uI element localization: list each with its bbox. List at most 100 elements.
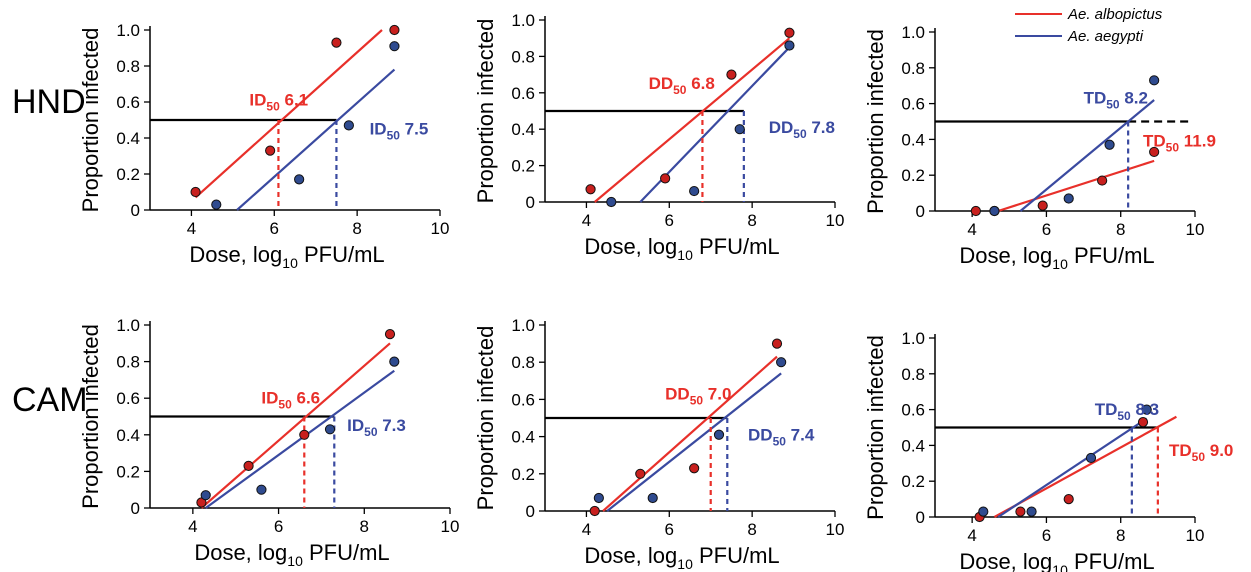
chart-panel-4: 0 0.2 0.4 0.6 0.8 1.0 4 6 8 10 Proportion infected… (78, 316, 459, 569)
y-tick-label: 1.0 (116, 316, 140, 335)
y-tick-label: 0.6 (116, 389, 140, 408)
dose-50-label: ID50 6.6 (261, 389, 320, 412)
x-axis-label: Dose, log10 PFU/mL (959, 243, 1154, 272)
point-aegypti (713, 429, 725, 440)
x-tick-label: 4 (187, 219, 196, 238)
point-aegypti (1026, 506, 1037, 517)
point-aegypti (1085, 452, 1097, 464)
point-aegypti (1063, 193, 1074, 204)
y-tick-label: 0.8 (901, 59, 925, 78)
y-tick-label: 0.4 (116, 129, 140, 148)
y-axis-label: Proportion infected (473, 19, 498, 204)
y-tick-label: 0.6 (116, 93, 140, 112)
point-aegypti (606, 196, 617, 208)
dose-50-label: TD50 8.2 (1084, 89, 1148, 112)
y-tick-label: 1.0 (511, 316, 535, 335)
x-axis-label: Dose, log10 PFU/mL (584, 543, 779, 572)
x-tick-label: 6 (270, 219, 279, 238)
point-albopictus (243, 460, 254, 472)
x-tick-label: 4 (188, 517, 197, 536)
point-albopictus (970, 205, 981, 217)
y-tick-label: 0 (526, 502, 535, 521)
point-albopictus (1037, 200, 1048, 211)
point-aegypti (1104, 139, 1115, 150)
x-tick-label: 6 (274, 517, 283, 536)
y-tick-label: 0.2 (511, 465, 535, 484)
x-tick-label: 8 (1116, 526, 1125, 545)
x-tick-label: 6 (665, 211, 674, 230)
y-tick-label: 0 (916, 508, 925, 527)
y-tick-label: 0.6 (901, 95, 925, 114)
dose-50-label: ID50 6.1 (249, 91, 308, 114)
chart-panel-1: 0 0.2 0.4 0.6 0.8 1.0 4 6 8 10 Proportion infected… (78, 21, 449, 271)
fit-line-aegypti (997, 417, 1148, 518)
point-albopictus (331, 37, 342, 48)
y-tick-label: 0.2 (511, 157, 535, 176)
x-tick-label: 6 (1042, 526, 1051, 545)
point-albopictus (389, 24, 400, 36)
y-tick-label: 0.6 (901, 401, 925, 420)
y-tick-label: 0.4 (901, 436, 925, 455)
dose-50-label: DD50 7.0 (665, 384, 731, 407)
point-aegypti (978, 506, 989, 517)
point-albopictus (265, 145, 276, 156)
point-albopictus (1015, 506, 1026, 517)
y-tick-label: 1.0 (511, 11, 535, 30)
y-tick-label: 1.0 (116, 21, 140, 40)
fit-line-aegypti (1019, 99, 1155, 212)
dose-50-label: DD50 7.8 (769, 118, 835, 141)
point-albopictus (190, 186, 201, 198)
point-aegypti (389, 356, 400, 367)
y-axis-label: Proportion infected (78, 28, 103, 213)
y-tick-label: 0.6 (511, 390, 535, 409)
point-albopictus (689, 463, 700, 474)
y-axis-label: Proportion infected (863, 335, 888, 520)
x-axis-label: Dose, log10 PFU/mL (584, 234, 779, 263)
row-label-hnd: HND (12, 83, 86, 121)
y-tick-label: 0.4 (511, 428, 535, 447)
point-aegypti (324, 424, 336, 435)
y-tick-label: 0.2 (901, 472, 925, 491)
y-axis-label: Proportion infected (78, 324, 103, 509)
point-albopictus (1149, 146, 1160, 158)
point-aegypti (256, 484, 267, 495)
point-aegypti (989, 205, 1000, 217)
x-axis-label: Dose, log10 PFU/mL (194, 540, 389, 569)
point-aegypti (784, 40, 795, 51)
point-aegypti (211, 199, 222, 210)
y-tick-label: 1.0 (901, 23, 925, 42)
dose-50-label: TD50 8.3 (1095, 400, 1159, 423)
point-aegypti (294, 174, 305, 185)
point-albopictus (299, 429, 310, 440)
x-tick-label: 4 (582, 211, 591, 230)
y-tick-label: 0.4 (116, 426, 140, 445)
y-tick-label: 0 (916, 202, 925, 221)
y-tick-label: 0.4 (901, 130, 925, 149)
y-tick-label: 0 (131, 499, 140, 518)
y-tick-label: 0.8 (511, 47, 535, 66)
y-tick-label: 0.8 (901, 365, 925, 384)
x-tick-label: 10 (826, 211, 845, 230)
y-tick-label: 0.8 (511, 353, 535, 372)
x-axis-label: Dose, log10 PFU/mL (189, 242, 384, 271)
x-tick-label: 8 (1116, 220, 1125, 239)
y-axis-label: Proportion infected (863, 29, 888, 214)
x-tick-label: 10 (1186, 220, 1205, 239)
fit-line-aegypti (205, 369, 395, 509)
dose-50-label: TD50 9.0 (1169, 441, 1233, 464)
fit-line-aegypti (606, 372, 782, 512)
y-tick-label: 1.0 (901, 329, 925, 348)
x-tick-label: 8 (747, 520, 756, 539)
x-tick-label: 4 (967, 526, 976, 545)
fit-line-aegypti (236, 68, 396, 211)
x-tick-label: 8 (360, 517, 369, 536)
x-axis-label: Dose, log10 PFU/mL (959, 549, 1154, 572)
dose-50-label: TD50 11.9 (1143, 132, 1216, 155)
point-albopictus (771, 338, 783, 349)
y-tick-label: 0.2 (116, 462, 140, 481)
x-tick-label: 4 (967, 220, 976, 239)
dose-50-label: DD50 6.8 (649, 74, 715, 97)
y-tick-label: 0.6 (511, 84, 535, 103)
y-tick-label: 0.8 (116, 57, 140, 76)
y-tick-label: 0.2 (901, 166, 925, 185)
